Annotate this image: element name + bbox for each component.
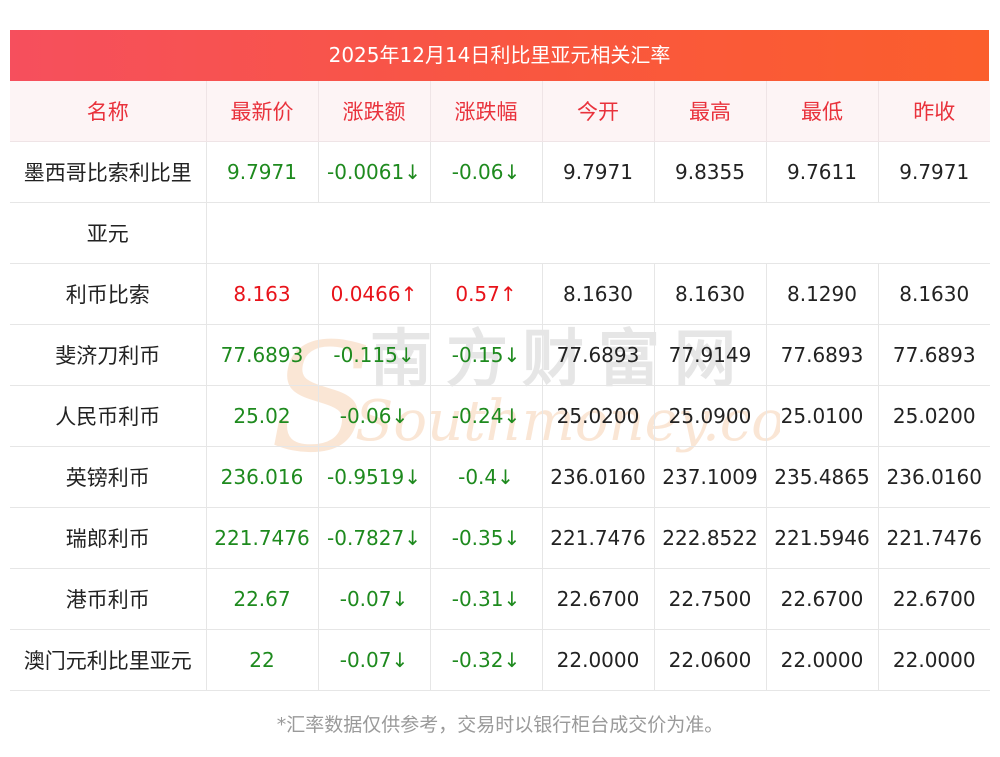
latest-price: 77.6893 xyxy=(206,324,319,386)
prev-close: 221.7476 xyxy=(878,507,990,569)
change-percent: 0.57↑ xyxy=(430,263,543,325)
table-title: 2025年12月14日利比里亚元相关汇率 xyxy=(10,30,989,81)
high-price: 8.1630 xyxy=(654,263,767,325)
change-amount: -0.06↓ xyxy=(318,385,431,447)
header-prev-close: 昨收 xyxy=(878,81,990,142)
high-price: 237.1009 xyxy=(654,446,767,508)
change-percent: -0.31↓ xyxy=(430,568,543,630)
header-change-pct: 涨跌幅 xyxy=(430,81,543,142)
high-price: 22.0600 xyxy=(654,629,767,691)
low-price: 8.1290 xyxy=(766,263,879,325)
header-name: 名称 xyxy=(10,81,207,142)
table-row: 利币比索 8.163 0.0466↑ 0.57↑ 8.1630 8.1630 8… xyxy=(10,263,990,325)
open-price: 22.6700 xyxy=(542,568,655,630)
prev-close: 236.0160 xyxy=(878,446,990,508)
change-percent: -0.24↓ xyxy=(430,385,543,447)
header-latest: 最新价 xyxy=(206,81,319,142)
latest-price: 22 xyxy=(206,629,319,691)
low-price: 77.6893 xyxy=(766,324,879,386)
change-percent: -0.15↓ xyxy=(430,324,543,386)
latest-price: 8.163 xyxy=(206,263,319,325)
change-amount: -0.7827↓ xyxy=(318,507,431,569)
low-price: 9.7611 xyxy=(766,141,879,203)
table-row-continuation: 亚元 xyxy=(10,202,990,264)
table-row: 澳门元利比里亚元 22 -0.07↓ -0.32↓ 22.0000 22.060… xyxy=(10,629,990,691)
high-price: 77.9149 xyxy=(654,324,767,386)
open-price: 8.1630 xyxy=(542,263,655,325)
currency-name: 墨西哥比索利比里 xyxy=(10,141,207,203)
currency-name: 澳门元利比里亚元 xyxy=(10,629,207,691)
open-price: 22.0000 xyxy=(542,629,655,691)
rate-table-panel: 2025年12月14日利比里亚元相关汇率 名称 最新价 涨跌额 涨跌幅 今开 最… xyxy=(10,30,990,691)
prev-close: 22.0000 xyxy=(878,629,990,691)
change-percent: -0.35↓ xyxy=(430,507,543,569)
currency-name: 人民币利币 xyxy=(10,385,207,447)
open-price: 221.7476 xyxy=(542,507,655,569)
change-amount: -0.07↓ xyxy=(318,629,431,691)
prev-close: 77.6893 xyxy=(878,324,990,386)
currency-name: 斐济刀利币 xyxy=(10,324,207,386)
latest-price: 221.7476 xyxy=(206,507,319,569)
prev-close: 9.7971 xyxy=(878,141,990,203)
header-low: 最低 xyxy=(766,81,879,142)
change-amount: -0.9519↓ xyxy=(318,446,431,508)
change-amount: 0.0466↑ xyxy=(318,263,431,325)
currency-name: 利币比索 xyxy=(10,263,207,325)
latest-price: 236.016 xyxy=(206,446,319,508)
low-price: 221.5946 xyxy=(766,507,879,569)
table-row: 斐济刀利币 77.6893 -0.115↓ -0.15↓ 77.6893 77.… xyxy=(10,324,990,386)
currency-name-continued: 亚元 xyxy=(10,202,207,264)
change-percent: -0.4↓ xyxy=(430,446,543,508)
latest-price: 25.02 xyxy=(206,385,319,447)
header-open: 今开 xyxy=(542,81,655,142)
table-row: 瑞郎利币 221.7476 -0.7827↓ -0.35↓ 221.7476 2… xyxy=(10,507,990,569)
open-price: 77.6893 xyxy=(542,324,655,386)
currency-name: 港币利币 xyxy=(10,568,207,630)
latest-price: 9.7971 xyxy=(206,141,319,203)
open-price: 9.7971 xyxy=(542,141,655,203)
change-amount: -0.115↓ xyxy=(318,324,431,386)
change-percent: -0.06↓ xyxy=(430,141,543,203)
high-price: 9.8355 xyxy=(654,141,767,203)
table-row: 英镑利币 236.016 -0.9519↓ -0.4↓ 236.0160 237… xyxy=(10,446,990,508)
currency-name: 瑞郎利币 xyxy=(10,507,207,569)
open-price: 236.0160 xyxy=(542,446,655,508)
header-change: 涨跌额 xyxy=(318,81,431,142)
prev-close: 22.6700 xyxy=(878,568,990,630)
low-price: 235.4865 xyxy=(766,446,879,508)
exchange-rate-table: 名称 最新价 涨跌额 涨跌幅 今开 最高 最低 昨收 墨西哥比索利比里 9.79… xyxy=(10,81,990,691)
high-price: 22.7500 xyxy=(654,568,767,630)
high-price: 25.0900 xyxy=(654,385,767,447)
low-price: 22.6700 xyxy=(766,568,879,630)
table-row: 人民币利币 25.02 -0.06↓ -0.24↓ 25.0200 25.090… xyxy=(10,385,990,447)
prev-close: 25.0200 xyxy=(878,385,990,447)
header-row: 名称 最新价 涨跌额 涨跌幅 今开 最高 最低 昨收 xyxy=(10,81,990,142)
change-percent: -0.32↓ xyxy=(430,629,543,691)
change-amount: -0.07↓ xyxy=(318,568,431,630)
low-price: 22.0000 xyxy=(766,629,879,691)
currency-name: 英镑利币 xyxy=(10,446,207,508)
footnote: *汇率数据仅供参考，交易时以银行柜台成交价为准。 xyxy=(276,714,724,736)
change-amount: -0.0061↓ xyxy=(318,141,431,203)
header-high: 最高 xyxy=(654,81,767,142)
table-row: 墨西哥比索利比里 9.7971 -0.0061↓ -0.06↓ 9.7971 9… xyxy=(10,141,990,203)
prev-close: 8.1630 xyxy=(878,263,990,325)
high-price: 222.8522 xyxy=(654,507,767,569)
empty-cell xyxy=(206,202,990,264)
latest-price: 22.67 xyxy=(206,568,319,630)
low-price: 25.0100 xyxy=(766,385,879,447)
table-row: 港币利币 22.67 -0.07↓ -0.31↓ 22.6700 22.7500… xyxy=(10,568,990,630)
open-price: 25.0200 xyxy=(542,385,655,447)
